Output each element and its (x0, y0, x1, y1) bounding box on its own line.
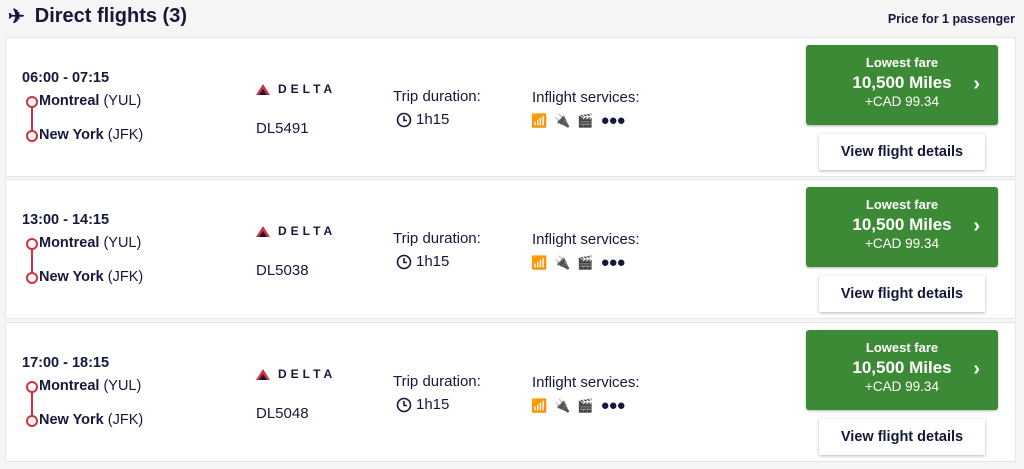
view-flight-details-button[interactable]: View flight details (819, 134, 985, 170)
trip-duration-label: Trip duration: (393, 88, 481, 105)
destination-city: New York (39, 269, 104, 285)
fare-cash: +CAD 99.34 (865, 94, 939, 109)
duration: 1h15 (396, 396, 449, 413)
flight-card: 06:00 - 07:15 Montreal (YUL) New York (J… (5, 37, 1016, 177)
view-flight-details-button[interactable]: View flight details (819, 276, 985, 312)
wifi-icon: 📶 (531, 397, 548, 413)
destination-code: (JFK) (107, 269, 144, 285)
inflight-icons: 📶 🔌 🎬 ●●● (531, 254, 626, 271)
clock-icon (396, 397, 412, 412)
fare-miles: 10,500 Miles (852, 215, 952, 234)
airplane-icon: ✈ (8, 6, 25, 28)
wifi-icon: 📶 (531, 112, 548, 128)
delta-triangle-icon (256, 225, 270, 237)
route-line (31, 249, 33, 275)
wifi-icon: 📶 (531, 254, 548, 270)
fare-miles: 10,500 Miles (852, 73, 952, 92)
fare-cash: +CAD 99.34 (865, 236, 939, 251)
clock-icon (396, 254, 412, 269)
inflight-label: Inflight services: (532, 231, 640, 248)
duration-value: 1h15 (416, 396, 450, 413)
power-icon: 🔌 (554, 397, 571, 413)
more-icon[interactable]: ●●● (600, 254, 626, 271)
flight-card: 13:00 - 14:15 Montreal (YUL) New York (J… (5, 179, 1016, 319)
fare-label: Lowest fare (865, 340, 939, 355)
origin-city: Montreal (39, 93, 100, 109)
duration-value: 1h15 (416, 111, 450, 128)
section-title: Direct flights (3) (34, 5, 188, 27)
duration-value: 1h15 (416, 253, 450, 270)
destination-dot-icon (26, 415, 38, 427)
trip-duration-label: Trip duration: (393, 373, 481, 390)
destination-dot-icon (26, 130, 38, 142)
flight-number: DL5491 (256, 120, 309, 137)
more-icon[interactable]: ●●● (600, 112, 626, 129)
fare-label: Lowest fare (865, 55, 939, 70)
destination-city: New York (39, 412, 104, 428)
origin-code: (YUL) (103, 235, 142, 251)
origin: Montreal (YUL) (39, 378, 141, 394)
destination: New York (JFK) (39, 412, 143, 428)
chevron-right-icon: › (973, 358, 980, 380)
fare-cash: +CAD 99.34 (865, 379, 939, 394)
lowest-fare-button[interactable]: Lowest fare 10,500 Miles +CAD 99.34 › (806, 330, 998, 410)
chevron-right-icon: › (973, 215, 980, 237)
more-icon[interactable]: ●●● (600, 397, 626, 414)
duration: 1h15 (396, 253, 449, 270)
fare-miles: 10,500 Miles (852, 358, 952, 377)
flight-times: 06:00 - 07:15 (22, 70, 110, 86)
airline-logo: DELTA (256, 224, 336, 238)
destination-city: New York (39, 127, 104, 143)
destination-code: (JFK) (107, 127, 144, 143)
entertainment-icon: 🎬 (577, 254, 594, 270)
view-flight-details-button[interactable]: View flight details (819, 419, 985, 455)
route-line (31, 392, 33, 418)
flight-times: 17:00 - 18:15 (22, 355, 110, 371)
origin: Montreal (YUL) (39, 93, 141, 109)
flight-times: 13:00 - 14:15 (22, 212, 110, 228)
power-icon: 🔌 (554, 254, 571, 270)
airline-name: DELTA (278, 224, 337, 238)
lowest-fare-button[interactable]: Lowest fare 10,500 Miles +CAD 99.34 › (806, 45, 998, 125)
section-header: ✈ Direct flights (3) (8, 4, 187, 29)
clock-icon (396, 112, 412, 127)
destination: New York (JFK) (39, 269, 143, 285)
power-icon: 🔌 (554, 112, 571, 128)
route-line (31, 107, 33, 133)
destination-code: (JFK) (107, 412, 144, 428)
inflight-label: Inflight services: (532, 374, 640, 391)
origin: Montreal (YUL) (39, 235, 141, 251)
origin-city: Montreal (39, 378, 100, 394)
destination-dot-icon (26, 272, 38, 284)
inflight-label: Inflight services: (532, 89, 640, 106)
origin-code: (YUL) (103, 93, 142, 109)
delta-triangle-icon (256, 368, 270, 380)
trip-duration-label: Trip duration: (393, 230, 481, 247)
origin-code: (YUL) (103, 378, 142, 394)
destination: New York (JFK) (39, 127, 143, 143)
flight-number: DL5048 (256, 405, 309, 422)
inflight-icons: 📶 🔌 🎬 ●●● (531, 112, 626, 129)
flight-card: 17:00 - 18:15 Montreal (YUL) New York (J… (5, 322, 1016, 462)
inflight-icons: 📶 🔌 🎬 ●●● (531, 397, 626, 414)
entertainment-icon: 🎬 (577, 112, 594, 128)
airline-logo: DELTA (256, 367, 336, 381)
airline-name: DELTA (278, 367, 337, 381)
entertainment-icon: 🎬 (577, 397, 594, 413)
origin-city: Montreal (39, 235, 100, 251)
delta-triangle-icon (256, 83, 270, 95)
price-note: Price for 1 passenger (887, 12, 1015, 26)
lowest-fare-button[interactable]: Lowest fare 10,500 Miles +CAD 99.34 › (806, 187, 998, 267)
airline-logo: DELTA (256, 82, 336, 96)
airline-name: DELTA (278, 82, 337, 96)
flight-number: DL5038 (256, 262, 309, 279)
duration: 1h15 (396, 111, 449, 128)
fare-label: Lowest fare (865, 197, 939, 212)
chevron-right-icon: › (973, 73, 980, 95)
